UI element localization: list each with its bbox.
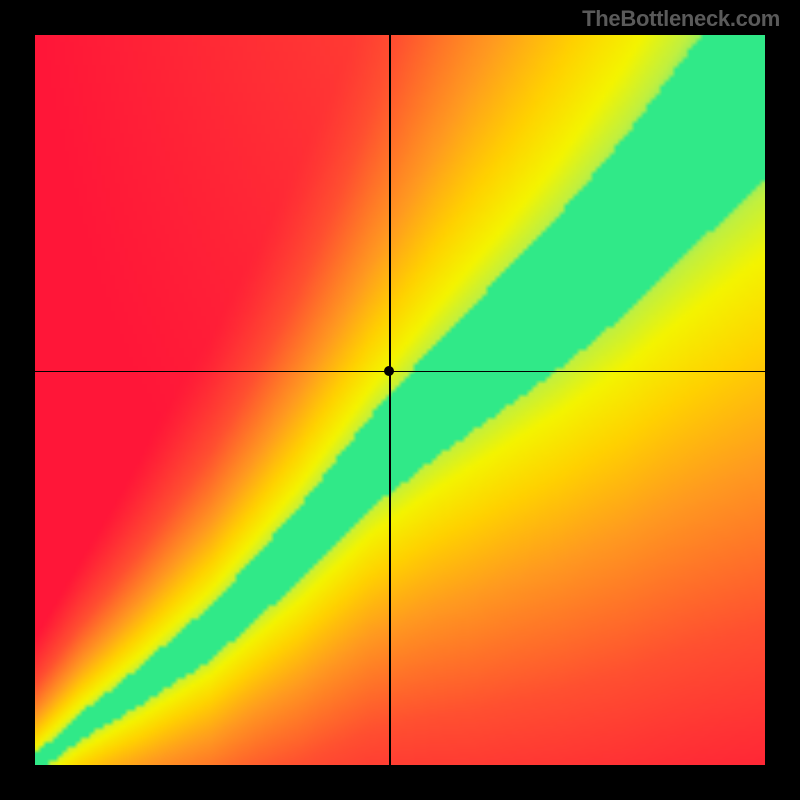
heatmap-canvas [35,35,765,765]
crosshair-horizontal [35,371,765,373]
root: TheBottleneck.com [0,0,800,800]
attribution-text: TheBottleneck.com [582,6,780,32]
crosshair-dot [384,366,394,376]
heatmap-plot [35,35,765,765]
crosshair-vertical [389,35,391,765]
